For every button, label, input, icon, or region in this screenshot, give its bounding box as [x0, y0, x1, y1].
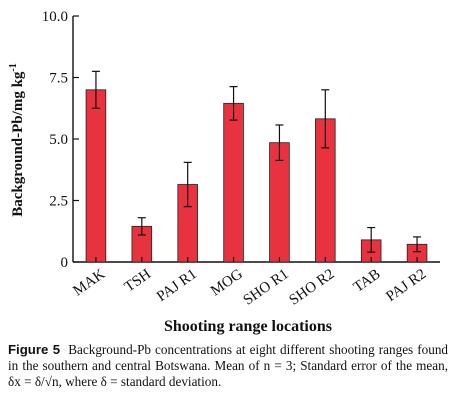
- x-tick-label: MOG: [208, 266, 246, 299]
- chart-error-bars: [91, 70, 422, 253]
- bar: [223, 102, 244, 263]
- figure-label: Figure 5: [8, 342, 61, 357]
- chart-bars: [85, 89, 428, 263]
- caption-text: Background-Pb concentrations at eight di…: [8, 342, 449, 389]
- chart-axes: [72, 16, 440, 263]
- y-tick-label: 0: [61, 255, 69, 271]
- x-tick-label: MAK: [70, 266, 108, 299]
- x-tick-label: PAJ R1: [154, 266, 200, 305]
- x-tick-label: TAB: [351, 266, 384, 296]
- y-tick-label: 2.5: [49, 194, 68, 210]
- y-axis-ticks: 0 2.5 5.0 7.5 10.0: [42, 9, 79, 271]
- x-tick-label: SHO R1: [241, 266, 292, 309]
- x-tick-label: PAJ R2: [383, 266, 429, 305]
- figure-caption: Figure 5 Background-Pb concentrations at…: [8, 342, 448, 390]
- bar: [85, 89, 107, 263]
- y-axis-label: Background-Pb/mg kg-1: [8, 63, 26, 217]
- y-tick-label: 10.0: [42, 9, 68, 25]
- y-tick-label: 7.5: [49, 71, 68, 87]
- x-tick-label: SHO R2: [286, 266, 337, 309]
- x-axis-label: Shooting range locations: [163, 318, 332, 335]
- y-tick-label: 5.0: [49, 132, 68, 148]
- x-tick-label: TSH: [122, 266, 155, 295]
